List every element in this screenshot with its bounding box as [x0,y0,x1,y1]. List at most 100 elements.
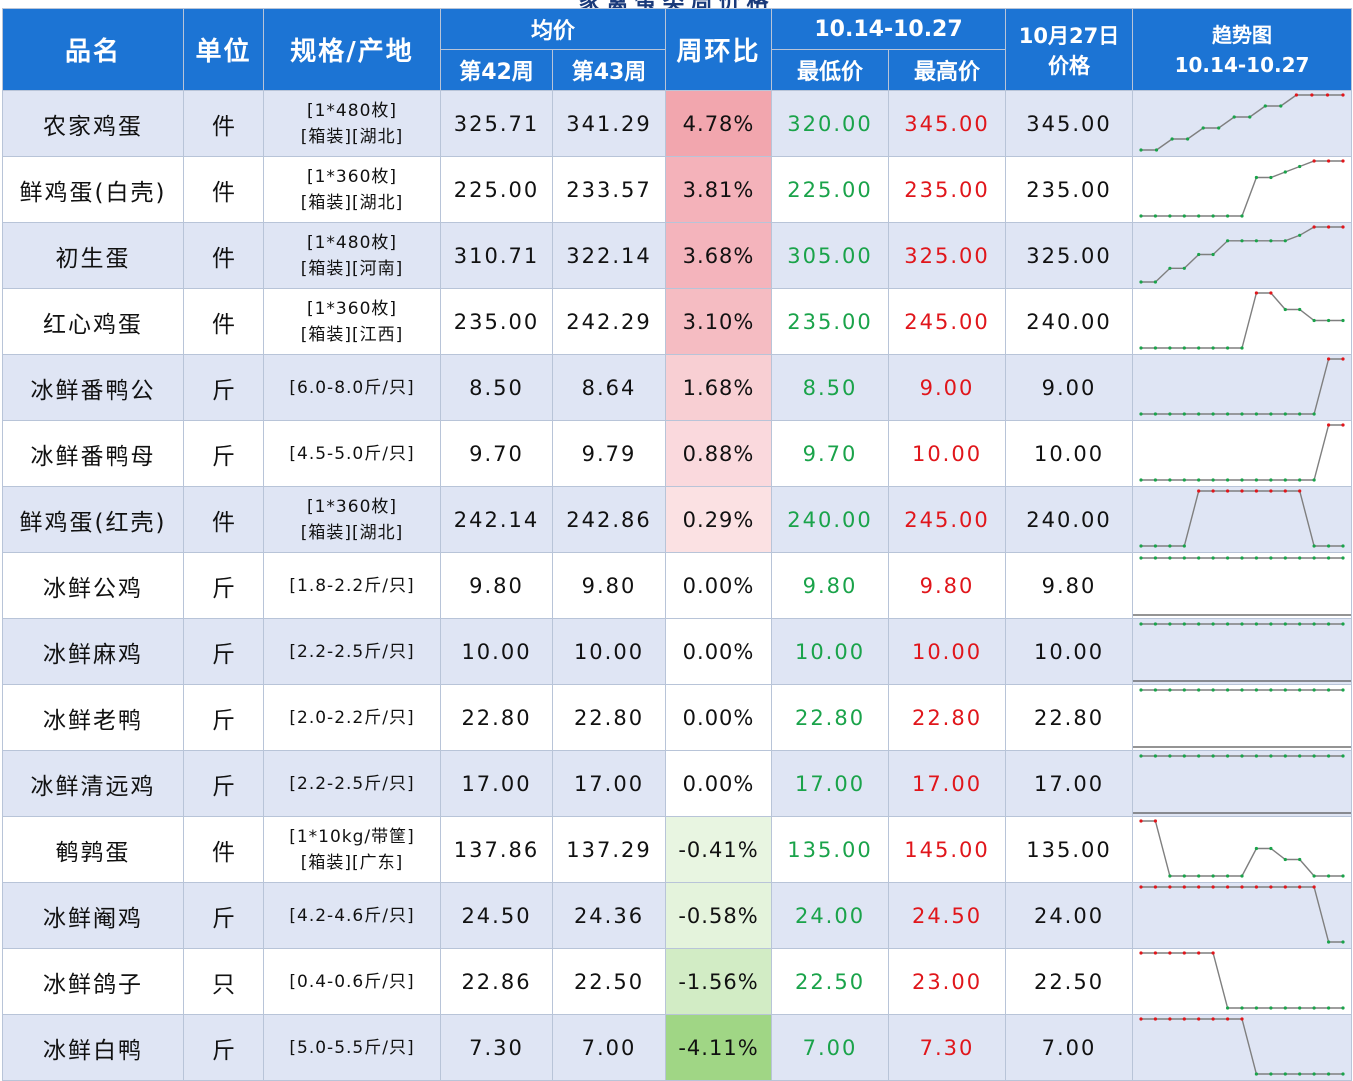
cell-name: 冰鲜番鸭公 [2,354,184,421]
cell-high-price: 9.80 [888,552,1007,619]
cell-low-price: 305.00 [771,222,890,289]
sparkline-point [1341,423,1345,427]
spec-line-1: [2.2-2.5斤/只] [289,641,415,662]
sparkline-point [1269,239,1273,243]
sparkline-point [1211,478,1215,482]
sparkline-point [1283,885,1287,889]
sparkline-point [1211,951,1215,955]
table-body: 农家鸡蛋件 [1*480枚] [箱装][湖北] 325.71 341.29 4.78% 32… [2,90,1353,1081]
cell-low-price: 320.00 [771,90,890,157]
cell-unit: 件 [183,486,264,553]
sparkline-point [1139,148,1143,152]
sparkline-point [1298,754,1302,758]
sparkline-point [1197,412,1201,416]
sparkline-point [1341,544,1345,548]
sparkline-point [1240,1017,1244,1021]
sparkline-point [1226,478,1230,482]
sparkline-point [1197,252,1201,257]
cell-week43-avg: 322.14 [551,222,667,289]
table-row: 冰鲜公鸡斤 [1.8-2.2斤/只] 9.80 9.80 0.00% 9.80 9.80 9.… [2,552,1353,619]
cell-wow-change: 3.81% [665,156,773,223]
cell-week43-avg: 17.00 [551,750,667,817]
trend-sparkline [1139,93,1345,152]
sparkline-point [1325,93,1330,97]
table-header: 品名 单位 规格/产地 均价 周环比 10.14-10.27 10月27日 价格… [2,8,1353,91]
table-row: 冰鲜阉鸡斤 [4.2-4.6斤/只] 24.50 24.36 -0.58% 24.00 24… [2,882,1353,949]
sparkline-point [1254,239,1259,243]
sparkline-point [1226,622,1230,626]
cell-wow-change: -1.56% [665,948,773,1015]
sparkline-point [1226,412,1230,416]
cell-current-price: 240.00 [1005,486,1134,553]
cell-wow-change: -0.58% [665,882,773,949]
sparkline-point [1197,688,1201,692]
sparkline-point [1312,754,1316,758]
cell-spec: [0.4-0.6斤/只] [263,948,441,1015]
cell-wow-change: 3.68% [665,222,773,289]
sparkline-point [1341,318,1345,323]
sparkline-point [1254,478,1259,482]
cell-low-price: 24.00 [771,882,890,949]
sparkline-point [1341,622,1345,626]
cell-spec: [1*480枚] [箱装][湖北] [263,90,441,157]
sparkline-point [1226,874,1230,878]
col-header-week43: 第43周 [551,49,667,91]
sparkline-point [1182,885,1186,889]
table-row: 冰鲜白鸭斤 [5.0-5.5斤/只] 7.30 7.00 -4.11% 7.00 7.30 7… [2,1014,1353,1081]
sparkline-path [1141,160,1344,217]
sparkline-point [1240,688,1244,692]
sparkline-point [1197,556,1201,560]
sparkline-point [1283,754,1287,758]
sparkline-point [1211,874,1215,878]
sparkline-point [1240,874,1244,878]
sparkline-point [1269,412,1273,416]
cell-week42-avg: 10.00 [440,618,553,685]
cell-spec: [1*360枚] [箱装][湖北] [263,156,441,223]
spec-line-1: [5.0-5.5斤/只] [289,1037,415,1058]
sparkline-point [1211,412,1215,416]
cell-trend-sparkline [1132,420,1353,487]
sparkline-point [1341,159,1345,163]
sparkline-point [1139,556,1143,560]
sparkline-point [1139,885,1143,889]
cell-current-price: 240.00 [1005,288,1134,355]
sparkline-point [1254,622,1259,626]
col-header-price-label: 价格 [1048,53,1091,78]
table-row: 冰鲜番鸭母斤 [4.5-5.0斤/只] 9.70 9.79 0.88% 9.70 10.00… [2,420,1353,487]
cell-wow-change: 0.00% [665,684,773,751]
spec-line-2: [箱装][江西] [300,324,404,345]
cell-current-price: 10.00 [1005,618,1134,685]
sparkline-point [1197,214,1201,218]
cell-week42-avg: 325.71 [440,90,553,157]
sparkline-point [1341,688,1345,692]
cell-low-price: 225.00 [771,156,890,223]
sparkline-point [1254,291,1259,295]
sparkline-point [1327,754,1331,758]
cell-trend-sparkline [1132,552,1353,619]
sparkline-point [1248,115,1252,119]
cell-trend-sparkline [1132,354,1353,421]
cell-wow-change: 0.00% [665,618,773,685]
cell-high-price: 24.50 [888,882,1007,949]
sparkline-point [1283,1006,1287,1010]
sparkline-point [1153,885,1158,889]
cell-week42-avg: 242.14 [440,486,553,553]
sparkline-point [1327,622,1331,626]
cell-name: 冰鲜白鸭 [2,1014,184,1081]
sparkline-point [1153,951,1158,955]
sparkline-point [1226,885,1230,889]
sparkline-point [1168,214,1172,218]
table-row: 农家鸡蛋件 [1*480枚] [箱装][湖北] 325.71 341.29 4.78% 32… [2,90,1353,157]
sparkline-point [1186,137,1190,141]
sparkline-point [1240,1006,1244,1010]
sparkline-point [1327,423,1331,427]
sparkline-point [1298,489,1302,493]
cell-week42-avg: 22.86 [440,948,553,1015]
trend-sparkline [1139,489,1345,548]
sparkline-point [1226,556,1230,560]
cell-spec: [2.2-2.5斤/只] [263,618,441,685]
cell-unit: 件 [183,90,264,157]
cell-wow-change: 0.88% [665,420,773,487]
sparkline-point [1168,754,1172,758]
